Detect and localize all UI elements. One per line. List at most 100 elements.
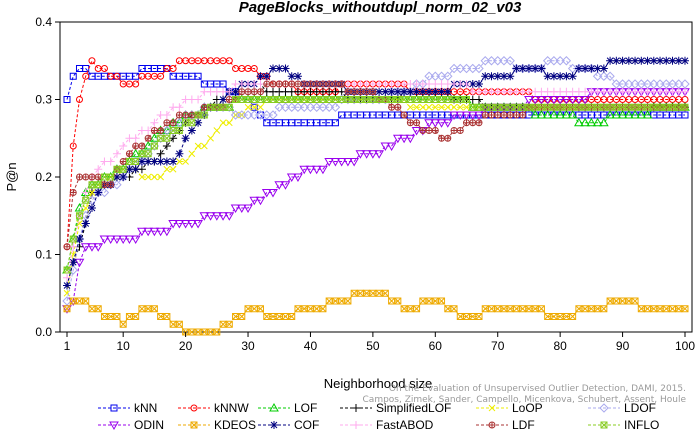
data-point	[643, 56, 652, 65]
data-point	[369, 88, 377, 96]
data-point	[299, 165, 310, 175]
data-point	[542, 109, 553, 119]
data-point	[374, 150, 384, 159]
x-tick-label: 90	[616, 339, 630, 353]
data-point	[674, 56, 683, 65]
data-point	[287, 72, 296, 81]
legend-label: SimplifiedLOF	[376, 401, 451, 415]
data-point	[175, 127, 183, 134]
data-point	[569, 313, 577, 320]
credit-line-1: On the Evaluation of Unsupervised Outlie…	[389, 384, 686, 394]
data-point	[88, 305, 96, 313]
data-point	[182, 158, 189, 165]
data-point	[69, 189, 77, 196]
data-point	[550, 313, 558, 320]
data-point	[537, 64, 546, 73]
data-point	[512, 64, 521, 73]
x-tick-label: 50	[366, 339, 380, 353]
data-point	[105, 235, 116, 245]
data-point	[406, 103, 414, 111]
legend-item-lof: LOF	[258, 401, 317, 415]
data-point	[250, 103, 258, 111]
data-point	[380, 142, 391, 152]
data-point	[112, 149, 121, 158]
data-point	[288, 80, 296, 88]
data-point	[300, 80, 308, 88]
data-point	[305, 102, 316, 112]
data-point	[600, 421, 608, 429]
data-point	[163, 119, 171, 127]
data-point	[82, 196, 90, 204]
data-point	[475, 313, 483, 320]
x-tick-label: 10	[117, 339, 131, 353]
data-point	[113, 313, 121, 320]
data-point	[218, 212, 228, 221]
data-point	[430, 119, 441, 128]
data-point	[157, 173, 164, 181]
data-point	[574, 96, 584, 105]
data-point	[107, 181, 115, 189]
data-point	[293, 173, 303, 183]
data-point	[313, 80, 321, 88]
data-point	[524, 64, 533, 73]
data-point	[431, 96, 439, 103]
data-point	[352, 421, 360, 429]
data-point	[467, 111, 478, 121]
data-point	[669, 305, 677, 313]
data-point	[175, 111, 183, 119]
data-point	[324, 102, 334, 112]
data-point	[438, 103, 445, 111]
data-point	[249, 196, 260, 206]
data-point	[124, 235, 135, 245]
data-point	[330, 158, 341, 167]
data-point	[144, 134, 152, 142]
data-point	[74, 258, 85, 268]
data-point	[270, 421, 278, 429]
data-point	[249, 110, 259, 120]
x-tick-label: 60	[429, 339, 443, 353]
data-point	[355, 150, 366, 159]
data-point	[207, 134, 214, 142]
data-point	[75, 96, 83, 103]
data-point	[225, 119, 233, 127]
data-point	[425, 87, 434, 96]
data-point	[274, 102, 284, 112]
y-axis: 0.0 0.1 0.2 0.3 0.4	[35, 15, 60, 339]
data-point	[449, 63, 459, 74]
data-point	[494, 111, 502, 119]
data-point	[338, 297, 346, 305]
data-point	[275, 80, 283, 88]
data-point	[600, 305, 608, 313]
data-point	[555, 96, 566, 105]
data-point	[190, 404, 198, 412]
data-point	[487, 111, 495, 119]
data-point	[593, 64, 602, 73]
data-point	[182, 111, 190, 119]
data-point	[406, 119, 414, 127]
data-point	[662, 56, 671, 65]
data-point	[169, 165, 177, 173]
data-point	[224, 212, 235, 221]
x-tick-label: 80	[553, 339, 567, 353]
data-point	[656, 56, 665, 65]
series-line	[66, 91, 685, 310]
data-point	[524, 96, 534, 105]
data-point	[324, 158, 335, 167]
y-tick-label: 0.0	[35, 325, 52, 339]
data-point	[474, 111, 484, 121]
data-point	[330, 102, 341, 112]
y-axis-label: P@n	[4, 162, 19, 191]
data-point	[294, 305, 302, 313]
data-point	[442, 119, 453, 128]
data-point	[336, 158, 347, 167]
data-point	[325, 80, 333, 88]
data-point	[94, 173, 102, 181]
data-point	[255, 110, 266, 120]
data-point	[681, 56, 689, 65]
data-point	[225, 57, 233, 65]
data-point	[536, 109, 547, 119]
x-tick-label: 100	[675, 339, 695, 353]
data-point	[94, 305, 102, 313]
x-tick-label: 70	[491, 339, 505, 353]
data-point	[668, 56, 677, 65]
